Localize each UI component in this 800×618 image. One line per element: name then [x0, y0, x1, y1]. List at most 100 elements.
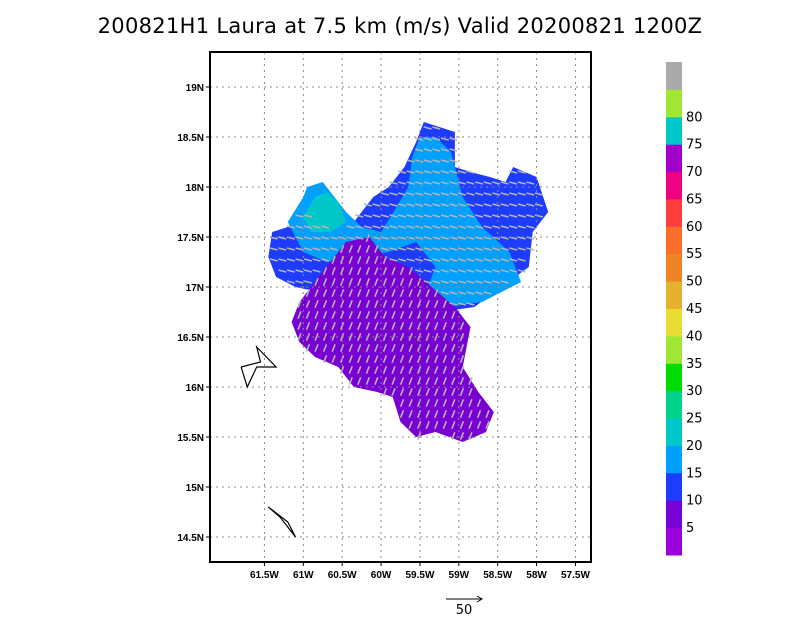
wind-vector	[440, 181, 449, 185]
wind-vector	[440, 159, 449, 163]
wind-vector	[476, 421, 482, 429]
wind-vector	[382, 355, 388, 363]
wind-vector	[357, 322, 362, 330]
wind-vector	[382, 344, 388, 352]
wind-vector	[365, 267, 371, 275]
colorbar-label: 45	[686, 302, 703, 317]
wind-vector	[305, 300, 311, 308]
wind-vector	[476, 399, 482, 407]
wind-vector	[457, 247, 467, 251]
y-tick-label: 15N	[186, 483, 204, 494]
wind-vector	[449, 291, 458, 295]
wind-vector	[314, 333, 319, 341]
wind-vector	[432, 225, 441, 229]
wind-vector	[348, 278, 353, 286]
wind-vector	[374, 322, 379, 330]
wind-vector	[434, 344, 439, 352]
wind-vector	[415, 137, 424, 141]
wind-vector	[434, 289, 439, 297]
wind-vector	[406, 203, 415, 207]
wind-vector	[483, 236, 492, 240]
wind-vector	[440, 203, 449, 207]
wind-vector	[500, 280, 509, 284]
wind-vector	[399, 366, 405, 374]
wind-vector	[483, 225, 492, 229]
wind-vector	[492, 192, 501, 196]
wind-vector	[322, 322, 328, 330]
wind-vector	[423, 247, 432, 251]
wind-vector	[440, 170, 449, 174]
wind-vector	[468, 388, 473, 396]
wind-vector	[408, 289, 413, 297]
wind-vector	[415, 159, 424, 163]
wind-vector	[303, 225, 313, 229]
wind-vector	[365, 322, 371, 330]
wind-vector	[509, 203, 518, 207]
x-tick-label: 60W	[371, 570, 392, 581]
wind-vector	[423, 126, 432, 130]
wind-vector	[374, 355, 379, 363]
colorbar-bin	[666, 116, 682, 145]
wind-vector	[365, 300, 371, 308]
wind-vector	[474, 236, 484, 240]
wind-vector	[425, 377, 430, 385]
wind-vector	[468, 377, 473, 385]
wind-vector	[517, 203, 526, 207]
wind-vector	[382, 267, 388, 275]
wind-vector	[425, 410, 430, 418]
wind-vector	[449, 148, 458, 152]
wind-vector	[408, 333, 413, 341]
colorbar-bin	[666, 418, 682, 446]
wind-vector	[408, 278, 413, 286]
wind-vector	[457, 258, 467, 262]
wind-vector	[423, 181, 432, 185]
y-tick-label: 18.5N	[177, 133, 204, 144]
wind-vector	[492, 258, 501, 262]
wind-vector	[416, 300, 422, 308]
wind-vector	[312, 269, 321, 273]
wind-vector	[425, 311, 430, 319]
colorbar-bin	[666, 62, 682, 90]
wind-vector	[468, 410, 473, 418]
wind-vector	[305, 289, 311, 297]
wind-vector	[423, 192, 432, 196]
wind-vector	[348, 322, 353, 330]
wind-vector	[457, 302, 467, 306]
wind-vector	[434, 377, 439, 385]
wind-vector	[357, 256, 362, 264]
wind-vector	[449, 159, 458, 163]
colorbar-bin	[666, 472, 682, 501]
wind-vector	[322, 311, 328, 319]
wind-vector	[322, 355, 328, 363]
wind-vector	[434, 410, 439, 418]
wind-vector	[440, 269, 449, 273]
wind-vector	[305, 311, 311, 319]
reference-arrow-head	[476, 595, 483, 603]
wind-vector	[440, 280, 449, 284]
wind-vector	[434, 355, 439, 363]
wind-vector	[408, 300, 413, 308]
wind-vector	[357, 267, 362, 275]
colorbar-bin	[666, 335, 682, 364]
wind-vector	[348, 377, 353, 385]
wind-vector	[415, 225, 424, 229]
wind-vector	[391, 333, 396, 341]
wind-vector	[483, 269, 492, 273]
wind-vector	[406, 170, 415, 174]
wind-vector	[374, 256, 379, 264]
wind-vector	[397, 192, 407, 196]
wind-vector	[415, 269, 424, 273]
wind-vector	[399, 344, 405, 352]
wind-vector	[331, 289, 336, 297]
colorbar-bin	[666, 171, 682, 200]
wind-vector	[466, 192, 475, 196]
wind-vector	[374, 300, 379, 308]
wind-vector	[416, 366, 422, 374]
wind-vector	[357, 366, 362, 374]
wind-vector	[348, 311, 353, 319]
wind-vector	[357, 289, 362, 297]
wind-vector	[434, 388, 439, 396]
wind-vector	[509, 170, 518, 174]
wind-vector	[509, 225, 518, 229]
wind-vector	[434, 399, 439, 407]
